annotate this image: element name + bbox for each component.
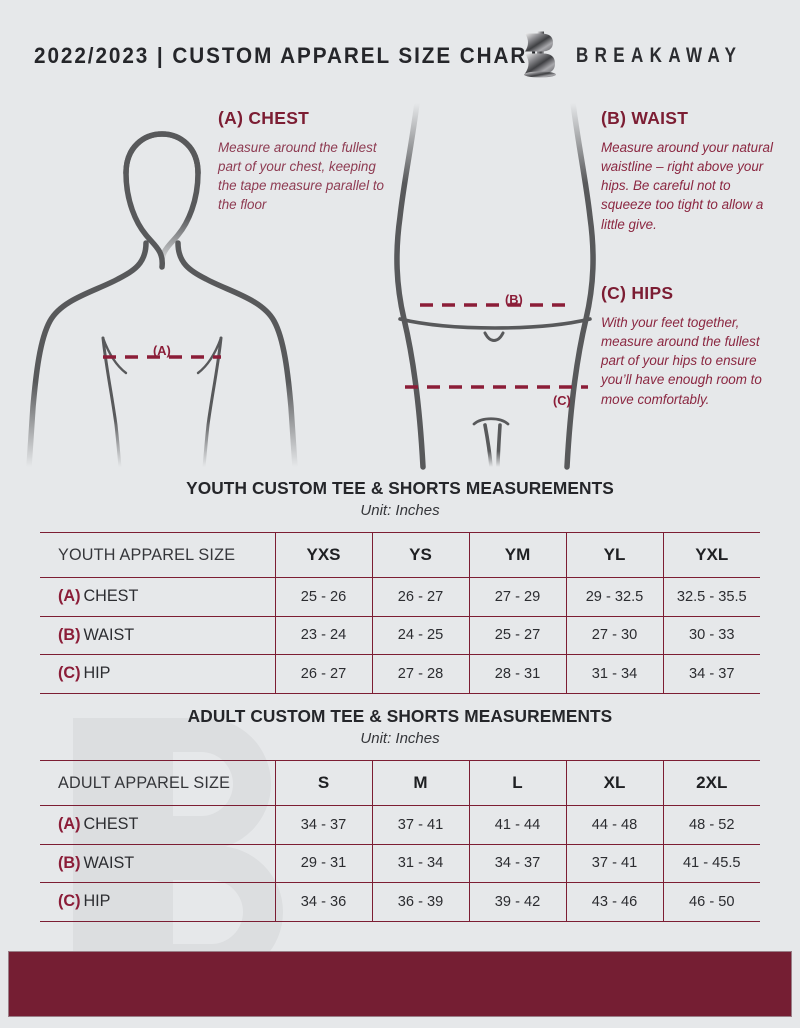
table-row: (B) WAIST 23 - 24 24 - 25 25 - 27 27 - 30…	[40, 615, 760, 655]
youth-section: YOUTH CUSTOM TEE & SHORTS MEASUREMENTS U…	[40, 478, 760, 694]
adult-row-0-tag: (A)	[58, 815, 81, 834]
adult-row-1-val-2: 34 - 37	[468, 843, 566, 883]
adult-row-1-val-1: 31 - 34	[371, 843, 469, 883]
adult-row-2-val-4: 46 - 50	[662, 882, 760, 922]
page-title: 2022/2023 | CUSTOM APPAREL SIZE CHART	[34, 43, 542, 68]
youth-row-2-val-4: 34 - 37	[662, 654, 760, 694]
adult-section-unit: Unit: Inches	[360, 730, 440, 747]
adult-row-2-tag: (C)	[58, 892, 81, 911]
callout-waist-heading: (B) WAIST	[601, 108, 689, 128]
youth-section-unit: Unit: Inches	[360, 502, 440, 519]
adult-row-1-label: (B) WAIST	[40, 843, 275, 883]
adult-row-2-val-1: 36 - 39	[371, 882, 469, 922]
chest-marker-label: (A)	[153, 343, 171, 358]
adult-row-0-val-1: 37 - 41	[371, 805, 469, 845]
adult-row-1-val-4: 41 - 45.5	[662, 843, 760, 883]
youth-size-header-2: YM	[468, 532, 566, 578]
adult-row-2-val-3: 43 - 46	[565, 882, 663, 922]
breakaway-b-logo-icon	[520, 30, 560, 83]
adult-row-0-val-2: 41 - 44	[468, 805, 566, 845]
youth-size-header-4: YXL	[662, 532, 760, 578]
youth-row-1-val-3: 27 - 30	[565, 615, 663, 655]
callout-chest-body: Measure around the fullest part of your …	[218, 140, 384, 213]
adult-row-2-label: (C) HIP	[40, 882, 275, 922]
waist-marker-label: (B)	[505, 292, 523, 307]
callout-hips-body: With your feet together, measure around …	[601, 315, 762, 407]
adult-row-0-label: (A) CHEST	[40, 805, 275, 845]
youth-row-0-val-0: 25 - 26	[274, 577, 372, 617]
brand-lockup: BREAKAWAY	[520, 30, 772, 83]
youth-row-2-val-1: 27 - 28	[371, 654, 469, 694]
adult-row-1-val-3: 37 - 41	[565, 843, 663, 883]
adult-size-header-1: M	[371, 760, 469, 806]
youth-row-0-val-3: 29 - 32.5	[565, 577, 663, 617]
adult-row-0-val-4: 48 - 52	[662, 805, 760, 845]
adult-label-header: ADULT APPAREL SIZE	[40, 760, 275, 806]
callout-waist-body: Measure around your natural waistline – …	[601, 140, 773, 232]
youth-label-header: YOUTH APPAREL SIZE	[40, 532, 275, 578]
table-row: (C) HIP 34 - 36 36 - 39 39 - 42 43 - 46 4…	[40, 882, 760, 922]
adult-row-1-tag: (B)	[58, 853, 81, 872]
youth-row-2-val-0: 26 - 27	[274, 654, 372, 694]
youth-row-0-val-4: 32.5 - 35.5	[662, 577, 760, 617]
adult-section: ADULT CUSTOM TEE & SHORTS MEASUREMENTS U…	[40, 706, 760, 922]
table-row: (A) CHEST 25 - 26 26 - 27 27 - 29 29 - 32…	[40, 577, 760, 617]
youth-row-0-val-1: 26 - 27	[371, 577, 469, 617]
adult-size-header-4: 2XL	[662, 760, 760, 806]
youth-size-header-0: YXS	[274, 532, 372, 578]
adult-section-title: ADULT CUSTOM TEE & SHORTS MEASUREMENTS	[187, 706, 613, 726]
youth-row-2-val-3: 31 - 34	[565, 654, 663, 694]
adult-row-1-val-0: 29 - 31	[274, 843, 372, 883]
adult-size-header-3: XL	[565, 760, 663, 806]
youth-size-header-3: YL	[565, 532, 663, 578]
youth-row-2-tag: (C)	[58, 664, 81, 683]
callout-chest-heading: (A) CHEST	[218, 108, 310, 128]
adult-size-header-0: S	[274, 760, 372, 806]
youth-row-2-label: (C) HIP	[40, 654, 275, 694]
adult-row-0-val-0: 34 - 37	[274, 805, 372, 845]
adult-row-2-val-2: 39 - 42	[468, 882, 566, 922]
youth-row-1-label: (B) WAIST	[40, 615, 275, 655]
youth-row-1-tag: (B)	[58, 625, 81, 644]
youth-size-table: YOUTH APPAREL SIZE YXS YS YM YL YXL (A) C…	[40, 532, 760, 694]
table-row: (C) HIP 26 - 27 27 - 28 28 - 31 31 - 34 3…	[40, 654, 760, 694]
youth-row-0-label: (A) CHEST	[40, 577, 275, 617]
lower-body-figure	[394, 100, 596, 470]
youth-section-title: YOUTH CUSTOM TEE & SHORTS MEASUREMENTS	[186, 478, 614, 498]
youth-table-header-row: YOUTH APPAREL SIZE YXS YS YM YL YXL	[40, 532, 760, 578]
callout-waist: (B) WAIST Measure around your natural wa…	[601, 108, 777, 234]
table-row: (B) WAIST 29 - 31 31 - 34 34 - 37 37 - 41…	[40, 843, 760, 883]
youth-row-1-val-1: 24 - 25	[371, 615, 469, 655]
youth-size-header-1: YS	[371, 532, 469, 578]
adult-row-0-val-3: 44 - 48	[565, 805, 663, 845]
footer-bar	[8, 951, 792, 1017]
adult-size-table: ADULT APPAREL SIZE S M L XL 2XL (A) CHEST…	[40, 760, 760, 922]
youth-row-2-val-2: 28 - 31	[468, 654, 566, 694]
youth-row-0-val-2: 27 - 29	[468, 577, 566, 617]
adult-table-header-row: ADULT APPAREL SIZE S M L XL 2XL	[40, 760, 760, 806]
callout-hips: (C) HIPS With your feet together, measur…	[601, 283, 779, 409]
page-header: 2022/2023 | CUSTOM APPAREL SIZE CHART	[0, 30, 800, 82]
adult-size-header-2: L	[468, 760, 566, 806]
youth-row-1-val-2: 25 - 27	[468, 615, 566, 655]
youth-row-0-tag: (A)	[58, 587, 81, 606]
hip-marker-label: (C)	[553, 393, 571, 408]
body-illustrations: (A) (B) (C)	[0, 95, 800, 470]
callout-hips-heading: (C) HIPS	[601, 283, 674, 303]
youth-row-1-val-4: 30 - 33	[662, 615, 760, 655]
callout-chest: (A) CHEST Measure around the fullest par…	[218, 108, 396, 215]
adult-row-2-val-0: 34 - 36	[274, 882, 372, 922]
youth-row-1-val-0: 23 - 24	[274, 615, 372, 655]
upper-body-figure	[26, 131, 298, 470]
table-row: (A) CHEST 34 - 37 37 - 41 41 - 44 44 - 48…	[40, 805, 760, 845]
upper-body-pec-lines	[101, 336, 223, 469]
brand-wordmark: BREAKAWAY	[576, 43, 743, 68]
